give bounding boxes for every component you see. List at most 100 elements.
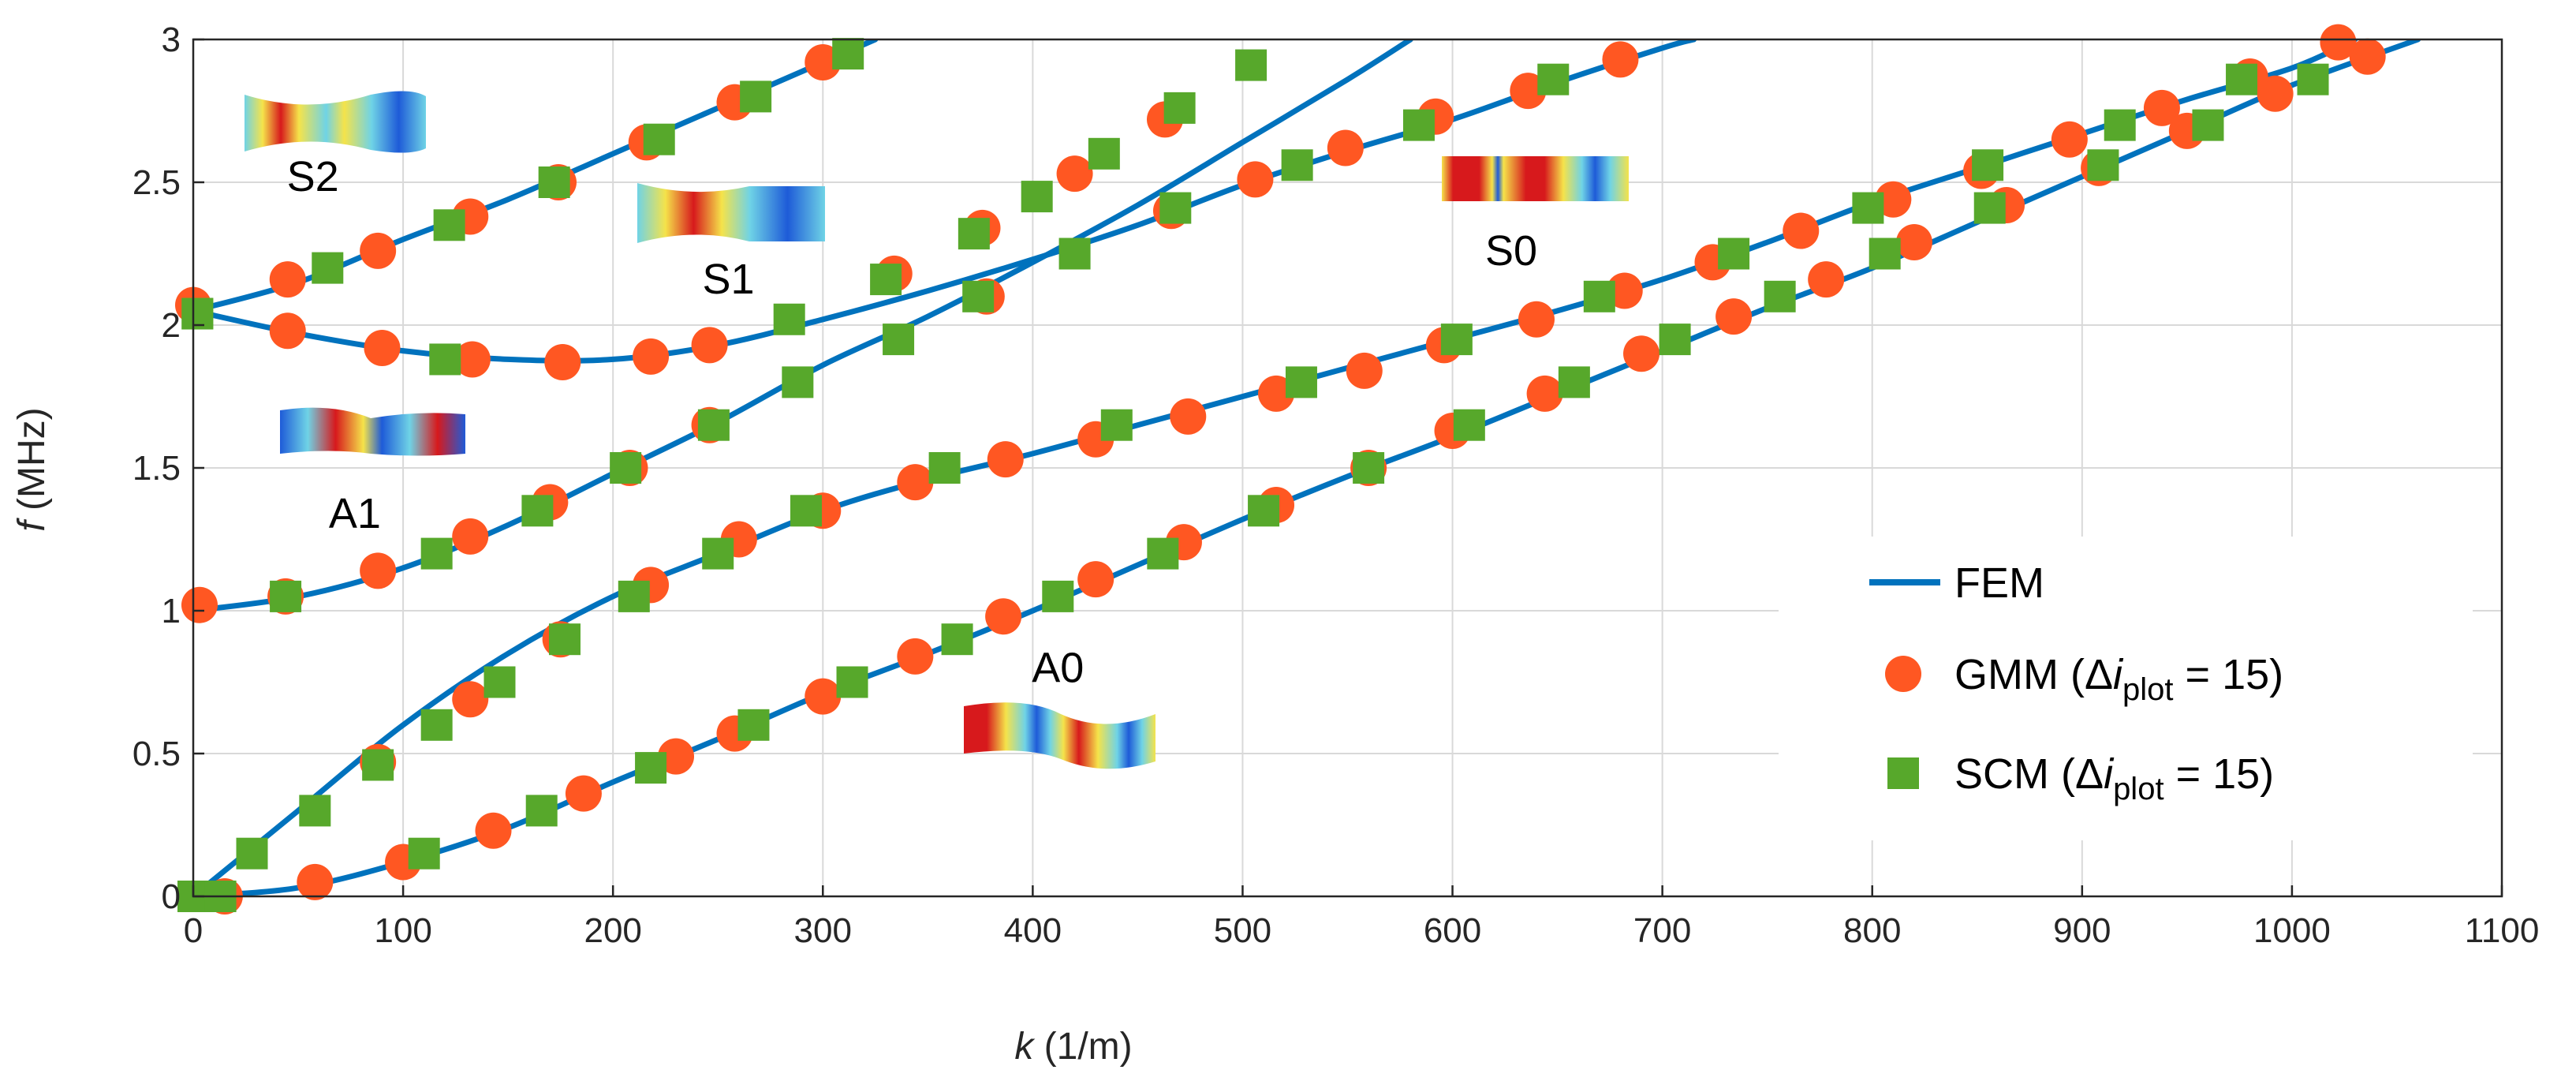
gmm-point-a1 xyxy=(691,327,728,364)
scm-point-a1 xyxy=(1021,181,1053,213)
gmm-point-a0 xyxy=(1895,224,1932,261)
legend-gmm-prefix: GMM (Δ xyxy=(1954,651,2113,698)
scm-point-a1 xyxy=(1281,149,1313,181)
scm-point-a0 xyxy=(1659,324,1691,356)
gmm-point-s2 xyxy=(360,232,397,269)
x-tick-label: 200 xyxy=(584,911,641,950)
gmm-point-s0 xyxy=(452,681,489,718)
scm-point-s1 xyxy=(1058,238,1091,270)
scm-point-a1 xyxy=(1235,49,1267,81)
mode-label-a0: A0 xyxy=(1032,645,1084,692)
legend-gmm-label: GMM (Δiplot = 15) xyxy=(1954,651,2283,707)
gmm-point-s0 xyxy=(1875,181,1912,218)
scm-point-a0 xyxy=(1869,238,1901,270)
gmm-point-a1 xyxy=(1237,161,1274,198)
grid xyxy=(192,39,2503,897)
mode-shape-s2 xyxy=(245,91,426,153)
gmm-point-a1 xyxy=(454,341,491,378)
fem-line-s1 xyxy=(193,39,1413,614)
scm-point-a1 xyxy=(870,264,902,296)
legend-scm-var: i xyxy=(2104,750,2115,798)
gmm-point-a0 xyxy=(985,598,1022,635)
gmm-point-s1 xyxy=(360,552,397,589)
scm-point-s2 xyxy=(312,252,344,284)
scm-point-a0 xyxy=(525,795,558,827)
scm-point-a0 xyxy=(1453,409,1485,441)
x-axis-var: k xyxy=(1014,1026,1036,1068)
scm-point-a1 xyxy=(1088,137,1120,170)
y-axis-label: f (MHz) xyxy=(11,407,53,531)
axis-ticks: 0 100 200 300 400 500 600 700 800 900 1000 1100 0 0.5… xyxy=(133,21,2539,950)
x-tick-label: 400 xyxy=(1004,911,1062,950)
scm-point-a0 xyxy=(1248,495,1280,527)
scm-point-s0 xyxy=(618,580,650,612)
mode-label-s0: S0 xyxy=(1485,227,1537,275)
gmm-point-a1 xyxy=(1510,73,1547,110)
scm-point-s0 xyxy=(1852,192,1884,224)
scm-point-a1 xyxy=(958,218,990,250)
gmm-point-a0 xyxy=(1623,335,1660,372)
scm-point-s0 xyxy=(483,666,516,698)
mode-shape-images xyxy=(245,91,1629,769)
scm-point-s0 xyxy=(548,623,581,656)
legend-fem-label: FEM xyxy=(1954,559,2044,607)
scm-point-a0 xyxy=(1353,452,1385,484)
mode-shape-s1 xyxy=(637,183,825,243)
gmm-point-s0 xyxy=(2320,24,2357,61)
scm-point-s0 xyxy=(1718,238,1750,270)
legend-scm-label: SCM (Δiplot = 15) xyxy=(1954,750,2274,806)
scm-point-s0 xyxy=(928,452,961,484)
gmm-point-a0 xyxy=(658,738,695,775)
gmm-point-s0 xyxy=(1258,375,1295,412)
y-tick-label: 2.5 xyxy=(133,163,181,202)
x-tick-label: 300 xyxy=(794,911,852,950)
x-tick-label: 1000 xyxy=(2253,911,2331,950)
scm-point-s1 xyxy=(420,537,453,570)
mode-shape-a1 xyxy=(280,407,465,456)
scm-point-a1 xyxy=(429,343,461,376)
scm-point-s2 xyxy=(643,123,675,155)
gmm-point-s0 xyxy=(897,464,934,501)
scm-point-s0 xyxy=(1440,324,1473,356)
scm-point-s1 xyxy=(610,452,642,484)
mode-shape-a0 xyxy=(964,702,1155,769)
scm-point-a1 xyxy=(1163,92,1196,124)
scm-point-s2 xyxy=(538,166,570,198)
gmm-point-a0 xyxy=(1077,561,1114,598)
legend-scm-prefix: SCM (Δ xyxy=(1954,750,2104,798)
gmm-point-a1 xyxy=(544,344,581,381)
scm-point-s1 xyxy=(270,580,302,612)
gmm-point-a0 xyxy=(1808,261,1845,298)
scm-point-a1 xyxy=(773,303,805,335)
x-tick-label: 500 xyxy=(1214,911,1271,950)
gmm-point-a0 xyxy=(1526,375,1563,412)
scm-point-a0 xyxy=(1973,192,2006,224)
scm-point-a0 xyxy=(1147,537,1179,570)
scm-point-s1 xyxy=(883,324,915,356)
x-axis-unit: (1/m) xyxy=(1033,1026,1132,1068)
scm-point-a0 xyxy=(2087,149,2119,181)
x-tick-label: 0 xyxy=(184,911,203,950)
scm-point-s0 xyxy=(790,495,822,527)
gmm-point-a0 xyxy=(805,678,842,715)
scm-point-a1 xyxy=(1402,109,1435,141)
data-markers xyxy=(175,24,2386,915)
gmm-point-a1 xyxy=(1327,129,1364,166)
mode-labels: S2 S1 S0 A1 A0 xyxy=(287,153,1537,692)
scm-point-a0 xyxy=(941,623,973,656)
scm-point-s0 xyxy=(2226,63,2258,95)
gmm-point-s0 xyxy=(987,441,1024,478)
y-tick-label: 1 xyxy=(162,592,181,630)
legend-gmm-var: i xyxy=(2113,651,2124,698)
y-tick-label: 1.5 xyxy=(133,449,181,488)
mode-label-s2: S2 xyxy=(287,153,339,200)
gmm-point-s2 xyxy=(805,43,842,80)
mode-shape-s0 xyxy=(1442,156,1629,201)
mode-label-s1: S1 xyxy=(703,256,755,303)
scm-point-s0 xyxy=(1583,280,1615,312)
scm-point-s0 xyxy=(362,749,394,781)
x-tick-label: 1100 xyxy=(2465,911,2540,950)
legend-gmm-suffix: = 15) xyxy=(2174,651,2284,698)
scm-point-s0 xyxy=(1100,409,1133,441)
